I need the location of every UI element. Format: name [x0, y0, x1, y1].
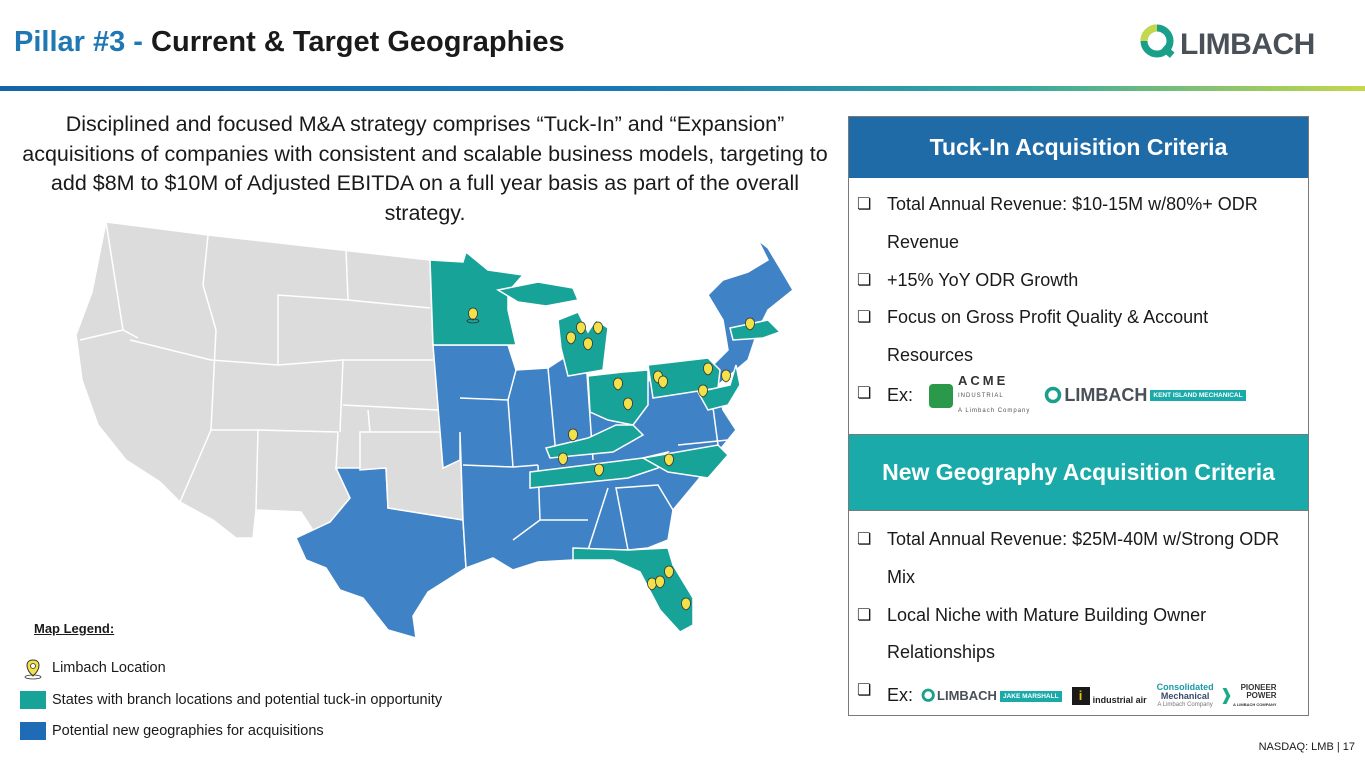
acme-logo: ACME INDUSTRIAL A Limbach Company	[929, 374, 1030, 417]
map-pin-icon	[613, 377, 623, 391]
limbach-jake-logo: LIMBACH JAKE MARSHALL	[921, 677, 1062, 715]
list-item: ❏ Ex: LIMBACH JAKE MARSHALL i industrial…	[857, 672, 1308, 720]
map-pin-icon	[658, 375, 668, 389]
map-pin-icon	[703, 362, 713, 376]
map-pin-icon	[568, 428, 578, 442]
legend-swatch	[20, 691, 46, 709]
map-region-michigan	[557, 311, 609, 377]
limbach-kent-logo: LIMBACH KENT ISLAND MECHANICAL	[1044, 377, 1246, 415]
checkbox-bullet-icon: ❏	[857, 606, 872, 624]
limbach-logo: LIMBACH	[1140, 24, 1330, 64]
map-pin-icon	[655, 575, 665, 589]
examples-row: Ex: LIMBACH JAKE MARSHALL i industrial a…	[887, 672, 1277, 720]
list-item: ❏ Total Annual Revenue: $10-15M w/80%+ OD…	[857, 186, 1308, 262]
legend-title: Map Legend:	[34, 621, 115, 636]
list-item: ❏ Local Niche with Mature Building Owner …	[857, 597, 1308, 673]
limbach-q-icon	[921, 688, 935, 702]
map-pin-icon	[566, 331, 576, 345]
checkbox-bullet-icon: ❏	[857, 271, 872, 289]
legend-label: Limbach Location	[52, 660, 166, 676]
map-pin-icon	[623, 397, 633, 411]
limbach-q-icon	[1045, 386, 1062, 404]
criteria-panel: Tuck-In Acquisition Criteria ❏ Total Annu…	[848, 116, 1309, 716]
footer-text: NASDAQ: LMB | 17	[1258, 741, 1355, 753]
list-item: ❏ Total Annual Revenue: $25M-40M w/Strong…	[857, 521, 1308, 597]
newgeo-heading: New Geography Acquisition Criteria	[849, 434, 1308, 511]
acme-mark-icon	[929, 383, 954, 408]
map-region-nc	[640, 444, 730, 479]
legend-swatch	[20, 722, 46, 740]
map-region-massachusetts	[729, 319, 782, 341]
pioneer-power-logo: ❱ PIONEER POWER A LIMBACH COMPANY	[1220, 677, 1277, 715]
map-region-ohio	[587, 369, 649, 426]
checkbox-bullet-icon: ❏	[857, 309, 872, 327]
list-item: ❏ Ex: ACME INDUSTRIAL A Limbach Company LI…	[857, 374, 1308, 417]
checkbox-bullet-icon: ❏	[857, 384, 872, 402]
map-pin-icon	[681, 597, 691, 611]
legend-label: States with branch locations and potenti…	[52, 692, 443, 708]
pillar-label: Pillar #3 -	[14, 26, 143, 58]
examples-row: Ex: ACME INDUSTRIAL A Limbach Company LIMB…	[887, 374, 1246, 417]
newgeo-section: ❏ Total Annual Revenue: $25M-40M w/Strong…	[849, 511, 1308, 720]
industrial-air-logo-icon: i	[1071, 687, 1090, 706]
map-pin-icon	[593, 321, 603, 335]
list-item: ❏ Focus on Gross Profit Quality & Account…	[857, 299, 1308, 375]
map-pin-icon	[583, 337, 593, 351]
map-pin-icon	[24, 659, 42, 680]
map-region-michigan-up	[495, 281, 580, 307]
page-title: Pillar #3 - Current & Target Geographies	[14, 26, 565, 59]
legend-item-location: Limbach Location	[20, 657, 166, 680]
checkbox-bullet-icon: ❏	[857, 196, 872, 213]
us-map	[75, 221, 794, 640]
map-pin-icon	[721, 369, 731, 383]
map-region-mid-atlantic	[696, 364, 741, 411]
consolidated-mechanical-logo: Consolidated Mechanical A Limbach Compan…	[1156, 681, 1214, 708]
legend-item-tuckin: States with branch locations and potenti…	[20, 689, 442, 711]
logo-word: LIMBACH	[1180, 28, 1315, 61]
legend-item-newgeo: Potential new geographies for acquisitio…	[20, 720, 324, 742]
checkbox-bullet-icon: ❏	[857, 531, 872, 548]
map-region-minnesota	[429, 250, 525, 346]
checkbox-bullet-icon: ❏	[857, 682, 872, 700]
title-text: Current & Target Geographies	[151, 26, 565, 58]
map-pin-icon	[466, 307, 480, 324]
header-divider	[0, 86, 1365, 91]
list-item: ❏ +15% YoY ODR Growth	[857, 262, 1308, 300]
map-pin-icon	[698, 384, 708, 398]
map-pin-icon	[664, 565, 674, 579]
map-pin-icon	[647, 577, 657, 591]
limbach-q-icon	[1140, 24, 1175, 58]
map-pin-icon	[558, 452, 568, 466]
map-pin-icon	[664, 453, 674, 467]
west-state-lines	[79, 221, 439, 511]
chevron-icon: ❱	[1219, 687, 1234, 705]
map-region-florida	[572, 547, 694, 633]
map-pin-icon	[576, 321, 586, 335]
tuckin-heading: Tuck-In Acquisition Criteria	[849, 117, 1308, 178]
legend-label: Potential new geographies for acquisitio…	[52, 723, 324, 739]
map-pin-icon	[745, 317, 755, 331]
map-pin-icon	[594, 463, 604, 477]
pin-group	[466, 307, 755, 611]
tuckin-section: ❏ Total Annual Revenue: $10-15M w/80%+ OD…	[849, 178, 1308, 434]
intro-text: Disciplined and focused M&A strategy com…	[22, 112, 828, 225]
